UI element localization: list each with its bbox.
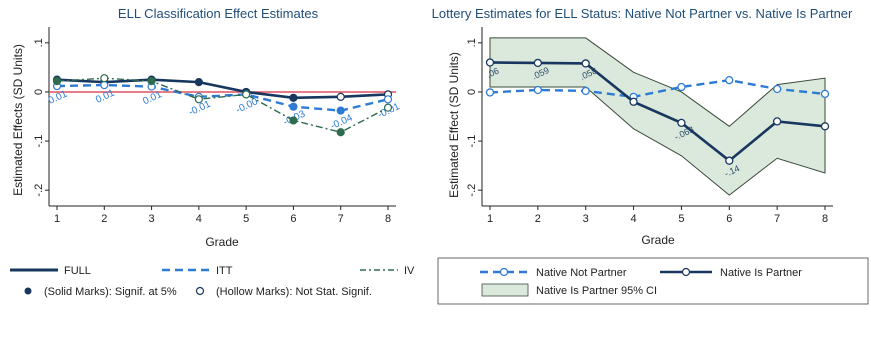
right-point-native-not-partner [820,89,830,99]
right-point-native-is-partner [820,122,830,131]
left-x-tick-label: 6 [290,213,296,225]
legend-solid-label: (Solid Marks): Signif. at 5% [44,286,177,298]
left-point-iv [52,77,62,86]
left-point-iv [242,90,251,99]
right-ci-band [489,37,826,196]
legend-ci-swatch [481,283,529,297]
right-data-label-native-is-partner: .06 [485,66,501,80]
right-point-native-is-partner [629,97,638,106]
left-x-tick-label: 8 [385,213,391,225]
right-y-tick-label: -.2 [466,184,478,197]
right-point-native-not-partner [533,85,543,95]
left-series-itt [56,83,389,112]
legend-solid-marker [24,287,32,295]
legend-not-partner-label: Native Not Partner [536,267,627,279]
right-y-tick-label: -.1 [466,135,478,148]
legend-iv-label: IV [404,265,415,277]
right-point-native-not-partner [725,76,734,85]
right-point-native-is-partner [581,59,590,68]
right-plot-area: 1 2 3 4 5 6 7 8.10-.1-.2.06.059.058-.063-.14 [466,27,833,225]
left-y-tick-label: 0 [33,89,45,95]
left-point-itt [336,106,345,115]
left-point-iv [336,128,345,137]
right-series-native-is-partner [489,61,826,163]
right-chart: Lottery Estimates for ELL Status: Native… [432,6,853,247]
left-plot-area: 1 2 3 4 5 6 7 8.10-.1-.20.01 0.01 0.01-0.01 -0.00-… [33,27,402,225]
left-chart: ELL Classification Effect Estimates Esti… [11,6,402,249]
legend-is-partner-label: Native Is Partner [720,267,802,279]
left-series-full [56,78,389,100]
left-y-tick-label: -.2 [33,184,45,197]
left-legend: FULL ITT IV (Solid Marks): Signif. at 5%… [10,265,415,298]
right-x-axis-label: Grade [641,233,675,247]
right-legend: Native Not Partner Native Is Partner Nat… [437,257,869,305]
right-point-native-is-partner [725,156,734,165]
right-legend-box [437,257,869,305]
right-point-native-is-partner [772,117,782,126]
right-x-tick-label: 5 [678,213,684,225]
right-point-native-is-partner [485,58,495,67]
legend-itt-label: ITT [216,265,233,277]
left-point-full [289,93,298,102]
left-x-tick-label: 3 [149,213,155,225]
right-point-native-not-partner [677,82,686,92]
right-point-native-not-partner [485,88,495,97]
right-x-tick-label: 7 [774,213,780,225]
right-point-native-not-partner [772,84,782,94]
right-y-axis-label: Estimated Effect (SD Units) [447,52,461,198]
left-y-axis-label: Estimated Effects (SD Units) [11,44,25,196]
left-point-iv [383,103,393,112]
left-point-itt [383,95,393,104]
left-data-label-itt: 0.01 [94,88,117,106]
left-point-iv [289,116,298,125]
legend-ci-label: Native Is Partner 95% CI [536,285,657,297]
left-x-tick-label: 4 [196,213,202,225]
left-point-iv [100,74,109,83]
legend-hollow-label: (Hollow Marks): Not Stat. Signif. [216,286,372,298]
left-x-tick-label: 2 [101,213,107,225]
left-x-tick-label: 7 [338,213,344,225]
right-x-tick-label: 2 [535,213,541,225]
right-x-tick-label: 1 [487,213,493,225]
right-x-tick-label: 8 [822,213,828,225]
right-series-native-not-partner [489,78,826,99]
left-x-axis-label: Grade [205,235,239,249]
right-y-tick-label: .1 [466,38,478,47]
right-chart-title: Lottery Estimates for ELL Status: Native… [432,6,853,21]
right-point-native-is-partner [533,58,543,68]
left-point-iv [194,95,203,104]
right-point-native-not-partner [581,86,590,96]
right-y-tick-label: 0 [466,89,478,95]
legend-hollow-marker [195,286,205,296]
legend-is-partner-marker [681,267,691,277]
left-series-iv [56,77,389,133]
right-x-tick-label: 4 [631,213,637,225]
left-point-iv [147,77,156,86]
left-point-itt [100,80,109,90]
left-point-full [336,92,345,101]
right-x-tick-label: 6 [726,213,732,225]
left-x-tick-label: 5 [243,213,249,225]
legend-not-partner-marker [499,267,509,277]
left-chart-title: ELL Classification Effect Estimates [118,6,319,21]
left-point-itt [289,102,298,111]
left-point-full [194,78,203,87]
legend-full-label: FULL [64,265,91,277]
left-y-tick-label: .1 [33,38,45,47]
left-y-tick-label: -.1 [33,135,45,148]
right-x-tick-label: 3 [583,213,589,225]
left-x-tick-label: 1 [54,213,60,225]
right-point-native-is-partner [677,118,686,128]
left-data-label-itt: -0.00 [234,96,260,116]
